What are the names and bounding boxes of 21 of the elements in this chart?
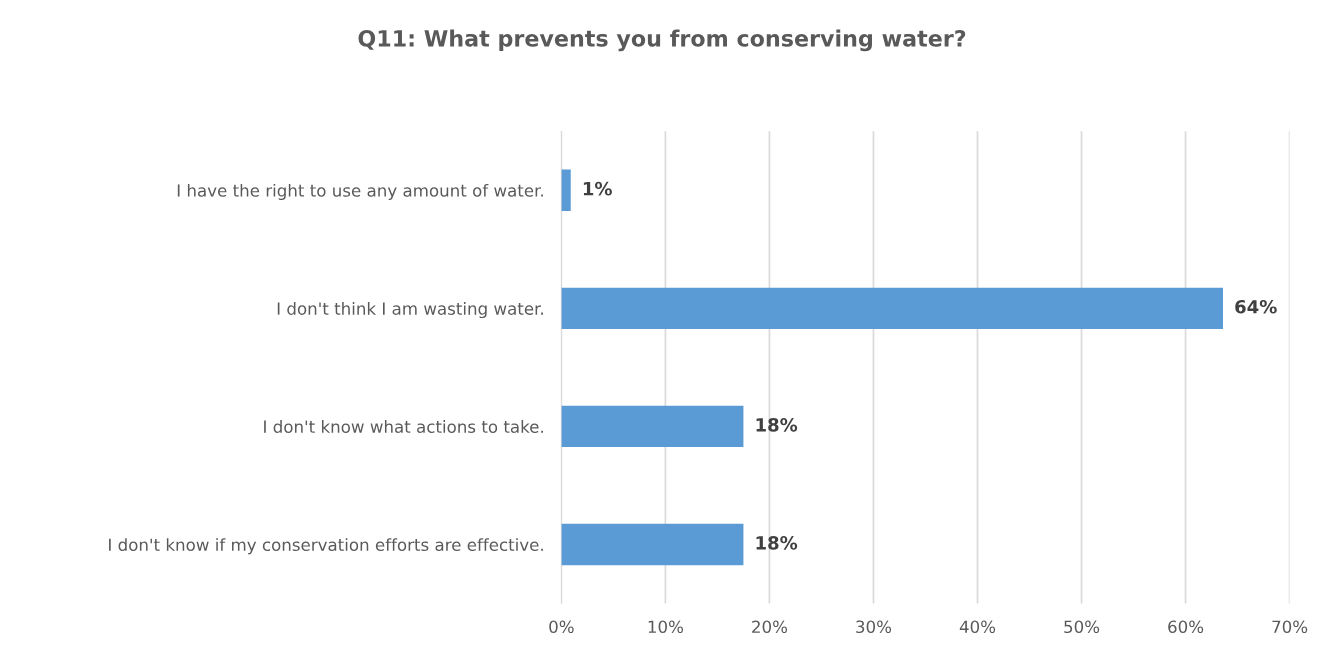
x-tick-label: 40%	[959, 620, 996, 634]
y-tick-label: I have the right to use any amount of water.	[177, 183, 543, 201]
x-tick-label: 50%	[1064, 620, 1100, 634]
bar	[561, 523, 744, 566]
data-label: 64%	[1235, 299, 1277, 314]
y-tick-label: I don't know if my conservation efforts are effective.	[109, 538, 543, 555]
data-label: 18%	[756, 417, 798, 432]
x-tick-label: 70%	[1272, 620, 1308, 634]
x-tick-label: 10%	[648, 620, 684, 634]
y-tick-label: I don't know what actions to take.	[264, 420, 543, 433]
x-tick-label: 30%	[856, 620, 892, 634]
bar	[561, 405, 744, 448]
data-label: 1%	[583, 181, 612, 196]
data-label: 18%	[756, 536, 798, 550]
chart-title: Q11: What prevents you from conserving water?	[358, 29, 966, 52]
bar	[561, 287, 1223, 329]
y-tick-label: I don't think I am wasting water.	[277, 301, 543, 319]
x-tick-label: 0%	[549, 620, 574, 634]
bar	[561, 169, 571, 211]
x-tick-label: 60%	[1168, 620, 1204, 634]
x-tick-label: 20%	[752, 620, 788, 634]
